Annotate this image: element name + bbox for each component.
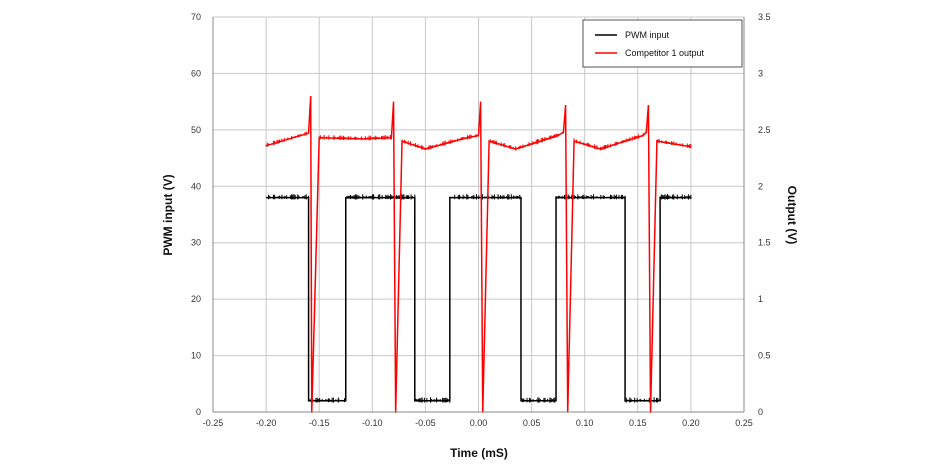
y-tick-label-left: 60 xyxy=(191,68,201,78)
axes: -0.25 -0.20 -0.15 -0.10 -0.05 0.00 0.05 0.10 0.1… xyxy=(191,12,771,428)
y-tick-label-left: 50 xyxy=(191,125,201,135)
series-noise xyxy=(265,129,692,414)
y-tick-label-left: 10 xyxy=(191,351,201,361)
x-tick-label: 0.10 xyxy=(576,418,594,428)
y-tick-label-left: 0 xyxy=(196,407,201,417)
legend-box xyxy=(582,19,743,68)
x-tick-label: 0.15 xyxy=(629,418,647,428)
y-axis-label-right: Output (V) xyxy=(785,186,799,245)
y-tick-label-left: 70 xyxy=(191,12,201,22)
y-tick-label-right: 3.5 xyxy=(758,12,771,22)
y-tick-label-left: 40 xyxy=(191,181,201,191)
y-tick-label-right: 1 xyxy=(758,294,763,304)
x-tick-label: -0.10 xyxy=(362,418,383,428)
y-tick-label-right: 2 xyxy=(758,181,763,191)
y-tick-label-left: 20 xyxy=(191,294,201,304)
legend: PWM input Competitor 1 output xyxy=(582,19,743,68)
x-tick-label: -0.05 xyxy=(415,418,436,428)
legend-label-pwm-input: PWM input xyxy=(625,30,670,40)
x-tick-label: 0.20 xyxy=(682,418,700,428)
x-tick-label: 0.05 xyxy=(523,418,541,428)
y-tick-label-right: 0.5 xyxy=(758,351,771,361)
x-tick-label: -0.25 xyxy=(203,418,224,428)
x-axis-label: Time (mS) xyxy=(450,446,508,460)
y-tick-label-right: 2.5 xyxy=(758,125,771,135)
y-tick-label-right: 1.5 xyxy=(758,238,771,248)
legend-label-competitor-output: Competitor 1 output xyxy=(625,48,705,58)
x-tick-label: 0.00 xyxy=(470,418,488,428)
y-tick-label-right: 0 xyxy=(758,407,763,417)
y-tick-label-right: 3 xyxy=(758,68,763,78)
x-tick-label: -0.20 xyxy=(256,418,277,428)
y-tick-label-left: 30 xyxy=(191,238,201,248)
y-axis-label-left: PWM input (V) xyxy=(161,174,175,255)
grid xyxy=(212,16,745,413)
x-tick-label: 0.25 xyxy=(735,418,753,428)
x-tick-label: -0.15 xyxy=(309,418,330,428)
